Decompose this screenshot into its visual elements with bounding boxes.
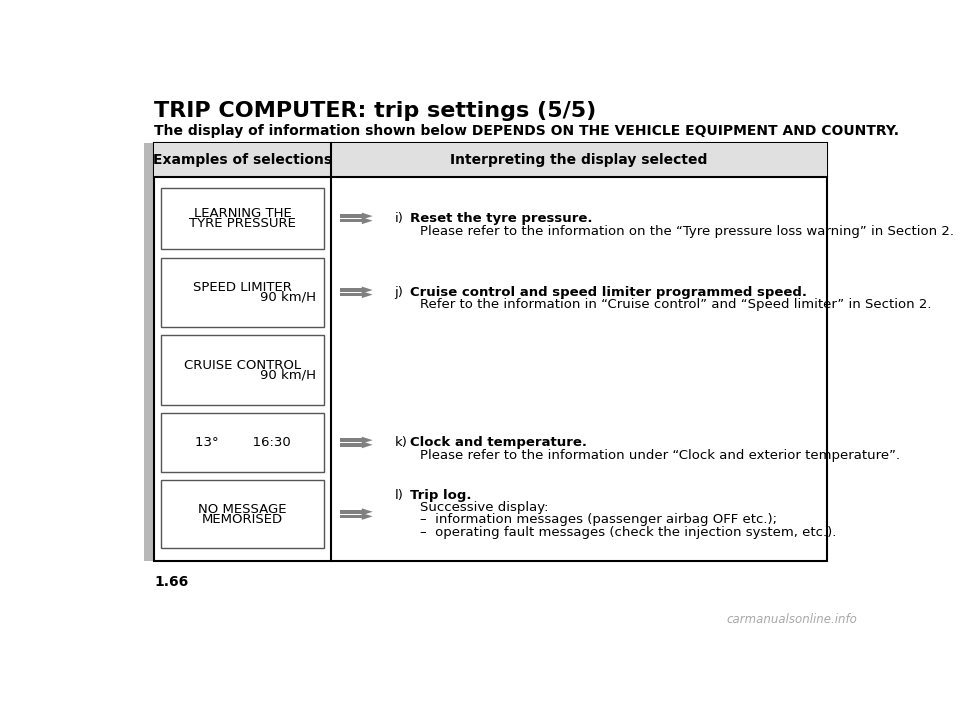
Text: SPEED LIMITER: SPEED LIMITER [193,281,292,294]
Text: 13°        16:30: 13° 16:30 [195,436,290,449]
Text: Reset the tyre pressure.: Reset the tyre pressure. [410,212,592,225]
Text: Examples of selections: Examples of selections [153,153,332,167]
Bar [161,258,324,327]
Text: Cruise control and speed limiter programmed speed.: Cruise control and speed limiter program… [410,286,806,299]
Text: –  operating fault messages (check the injection system, etc.).: – operating fault messages (check the in… [420,525,836,539]
Text: 1.66: 1.66 [155,575,188,589]
Bar [340,515,362,518]
Polygon shape [362,508,372,515]
Text: 90 km/H: 90 km/H [260,368,316,381]
Bar [144,143,155,561]
Polygon shape [362,212,372,219]
Bar [340,510,362,513]
Text: –  information messages (passenger airbag OFF etc.);: – information messages (passenger airbag… [420,513,777,526]
Bar [161,480,324,548]
Text: 90 km/H: 90 km/H [260,291,316,304]
Text: Interpreting the display selected: Interpreting the display selected [450,153,708,167]
Bar [161,187,324,249]
Text: Successive display:: Successive display: [420,501,548,514]
Text: The display of information shown below DEPENDS ON THE VEHICLE EQUIPMENT AND COUN: The display of information shown below D… [155,124,900,138]
Text: i): i) [395,212,403,225]
Bar [340,288,362,292]
Bar [340,214,362,218]
Polygon shape [362,513,372,520]
Text: Clock and temperature.: Clock and temperature. [410,437,587,449]
Text: TYRE PRESSURE: TYRE PRESSURE [189,217,296,230]
Bar [340,293,362,296]
Text: Refer to the information in “Cruise control” and “Speed limiter” in Section 2.: Refer to the information in “Cruise cont… [420,298,931,312]
Polygon shape [362,437,372,444]
Text: k): k) [395,437,407,449]
Text: MEMORISED: MEMORISED [202,513,283,525]
Bar [340,219,362,222]
Polygon shape [362,442,372,448]
Text: Please refer to the information on the “Tyre pressure loss warning” in Section 2: Please refer to the information on the “… [420,224,954,238]
Text: CRUISE CONTROL: CRUISE CONTROL [184,359,301,371]
Text: NO MESSAGE: NO MESSAGE [198,503,287,515]
Bar [340,443,362,447]
Text: LEARNING THE: LEARNING THE [194,207,291,220]
Text: Please refer to the information under “Clock and exterior temperature”.: Please refer to the information under “C… [420,449,900,462]
Polygon shape [362,291,372,298]
Text: carmanualsonline.info: carmanualsonline.info [727,613,858,626]
Text: Trip log.: Trip log. [410,488,471,502]
Text: l): l) [395,488,403,502]
Bar [155,143,827,561]
Bar [161,413,324,471]
Text: j): j) [395,286,403,299]
Text: TRIP COMPUTER: trip settings (5/5): TRIP COMPUTER: trip settings (5/5) [155,101,596,121]
Bar [161,335,324,405]
Bar [155,143,827,177]
Polygon shape [362,217,372,224]
Polygon shape [362,287,372,293]
Bar [340,439,362,442]
